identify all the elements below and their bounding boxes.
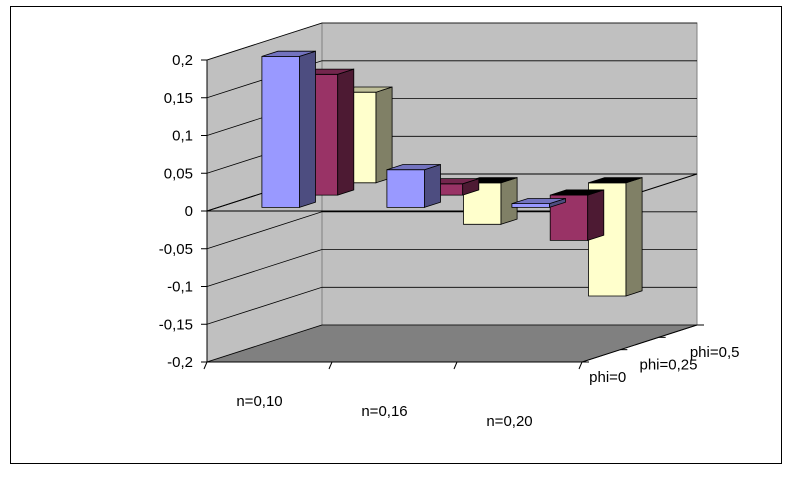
bar-top-face — [511, 198, 566, 205]
bar-side-face — [298, 50, 316, 208]
x-tick — [578, 361, 583, 370]
bars — [261, 50, 643, 297]
bar-front-face — [386, 169, 425, 208]
bar-top-face — [386, 164, 441, 171]
depth-tick-label: phi=0 — [589, 369, 626, 386]
bar-side-face — [587, 189, 605, 241]
bar-side-face — [423, 163, 441, 208]
bar-top-face — [550, 189, 604, 196]
x-axis-tick-labels: n=0,10 n=0,16 n=0,20 — [236, 393, 532, 430]
bar-1-n=0,16 — [386, 163, 441, 208]
depth-tick-label: phi=0,5 — [690, 344, 740, 361]
x-tick — [203, 361, 208, 370]
x-tick-label: n=0,10 — [236, 393, 282, 410]
y-tick-label: 0 — [185, 203, 193, 220]
y-tick-label: 0,1 — [172, 128, 193, 145]
bar-top-face — [261, 50, 316, 57]
gridline — [206, 286, 697, 325]
y-tick-label: -0,1 — [167, 279, 193, 296]
y-tick-label: -0,15 — [159, 316, 193, 333]
bar-1-n=0,20 — [511, 197, 566, 208]
y-tick-label: 0,05 — [164, 165, 193, 182]
bar-front-face — [261, 56, 300, 208]
bar-front-face — [511, 203, 550, 208]
y-tick-label: -0,2 — [167, 354, 193, 371]
gridline — [206, 324, 697, 363]
bar-side-face — [337, 68, 355, 196]
axes — [201, 59, 704, 370]
x-tick — [328, 361, 333, 370]
x-tick-label: n=0,20 — [486, 413, 532, 430]
depth-tick-label: phi=0,25 — [640, 357, 698, 374]
gridline — [206, 60, 697, 99]
bar-top-face — [588, 177, 643, 184]
bar-1-n=0,10 — [261, 50, 316, 208]
y-tick-label: -0,05 — [159, 241, 193, 258]
depth-axis-line — [581, 324, 698, 363]
y-tick-label: 0,2 — [172, 52, 193, 69]
x-tick-label: n=0,16 — [361, 403, 407, 420]
y-axis-tick-labels: -0,2 -0,15 -0,1 -0,05 0 0,05 0,1 0,15 0,2 — [159, 52, 193, 371]
x-tick — [453, 361, 458, 370]
gridline — [206, 22, 697, 61]
bar-2-n=0,20 — [549, 189, 605, 241]
bar-side-face — [500, 177, 518, 225]
y-tick-label: 0,15 — [164, 90, 193, 107]
bar-side-face — [625, 177, 643, 297]
gridline — [206, 249, 697, 287]
